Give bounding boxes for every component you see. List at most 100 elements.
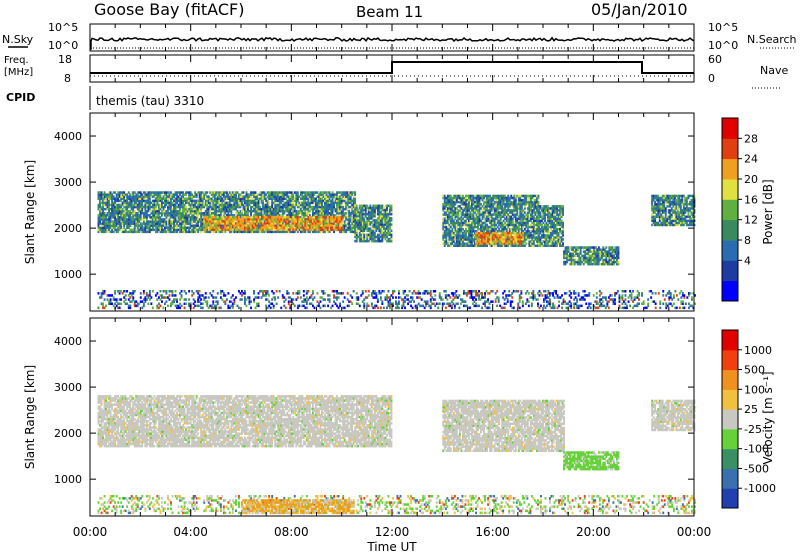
data-cell [469, 232, 472, 235]
nsearch-tick-top: 10^5 [708, 21, 738, 34]
data-cell [274, 218, 277, 221]
data-cell [529, 200, 532, 204]
data-cell [381, 225, 384, 228]
data-cell [484, 213, 487, 216]
data-cell [165, 214, 168, 217]
data-cell [336, 226, 338, 229]
data-cell [266, 222, 269, 225]
data-cell [519, 221, 522, 225]
data-cell [532, 242, 535, 245]
data-cell [262, 230, 264, 234]
data-cell [142, 212, 145, 215]
data-cell [514, 198, 517, 202]
data-cell [528, 209, 531, 212]
data-cell [108, 218, 110, 221]
data-cell [231, 215, 234, 219]
data-cell [511, 221, 514, 225]
data-cell [346, 207, 349, 211]
data-cell [352, 201, 355, 205]
data-cell [129, 216, 132, 219]
data-cell [102, 224, 104, 227]
data-cell [164, 212, 166, 215]
data-cell [219, 199, 222, 203]
data-cell [452, 221, 455, 225]
data-cell [354, 193, 357, 196]
data-cell [269, 205, 272, 209]
data-cell [345, 201, 348, 205]
data-cell [241, 230, 243, 234]
data-cell [316, 191, 319, 194]
data-cell [269, 197, 272, 200]
data-cell [235, 222, 237, 225]
data-cell [180, 212, 183, 215]
data-cell [299, 191, 302, 194]
data-cell [236, 205, 239, 209]
data-cell [173, 226, 175, 229]
data-cell [186, 197, 189, 200]
data-cell [477, 198, 479, 202]
data-cell [216, 199, 219, 203]
data-cell [355, 208, 358, 212]
data-cell [517, 244, 520, 247]
data-cell [390, 208, 393, 212]
data-cell [102, 212, 104, 215]
data-cell [513, 230, 516, 233]
data-cell [283, 191, 286, 194]
data-cell [355, 237, 358, 241]
data-cell [200, 218, 203, 221]
data-cell [111, 199, 113, 203]
data-cell [242, 205, 245, 209]
data-cell [177, 224, 180, 227]
data-cell [126, 199, 129, 203]
data-cell [529, 242, 532, 245]
data-cell [364, 208, 367, 212]
data-cell [185, 228, 187, 232]
data-cell [212, 195, 215, 198]
data-cell [489, 194, 491, 198]
data-cell [171, 201, 174, 205]
data-cell [141, 199, 144, 203]
data-cell [218, 220, 221, 223]
data-cell [144, 228, 147, 232]
data-cell [307, 199, 310, 203]
data-cell [378, 206, 381, 210]
data-cell [532, 203, 535, 206]
data-cell [449, 209, 452, 212]
data-cell [316, 220, 319, 223]
data-cell [197, 220, 200, 223]
data-cell [280, 220, 283, 223]
data-cell [366, 221, 369, 224]
data-cell [165, 199, 168, 203]
data-cell [121, 191, 124, 194]
data-cell [519, 203, 522, 206]
data-cell [245, 222, 248, 225]
data-cell [218, 195, 221, 198]
data-cell [477, 209, 479, 212]
data-cell [355, 223, 358, 226]
data-cell [228, 207, 231, 211]
data-cell [259, 193, 261, 196]
data-cell [257, 220, 260, 223]
data-cell [138, 209, 141, 213]
data-cell [520, 194, 523, 198]
data-cell [474, 230, 476, 233]
data-cell [384, 212, 387, 216]
data-cell [502, 203, 505, 206]
data-cell [340, 230, 343, 234]
data-cell [209, 199, 212, 203]
data-cell [230, 215, 233, 219]
data-cell [510, 223, 513, 227]
data-cell [287, 201, 290, 205]
data-cell [109, 197, 112, 200]
data-cell [511, 219, 514, 223]
data-cell [227, 215, 230, 219]
data-cell [290, 212, 293, 215]
data-cell [460, 232, 463, 235]
data-cell [514, 213, 517, 216]
data-cell [216, 205, 219, 209]
data-cell [106, 226, 109, 229]
data-cell [129, 224, 132, 227]
data-cell [224, 205, 227, 209]
data-cell [304, 226, 307, 229]
data-cell [290, 218, 293, 221]
